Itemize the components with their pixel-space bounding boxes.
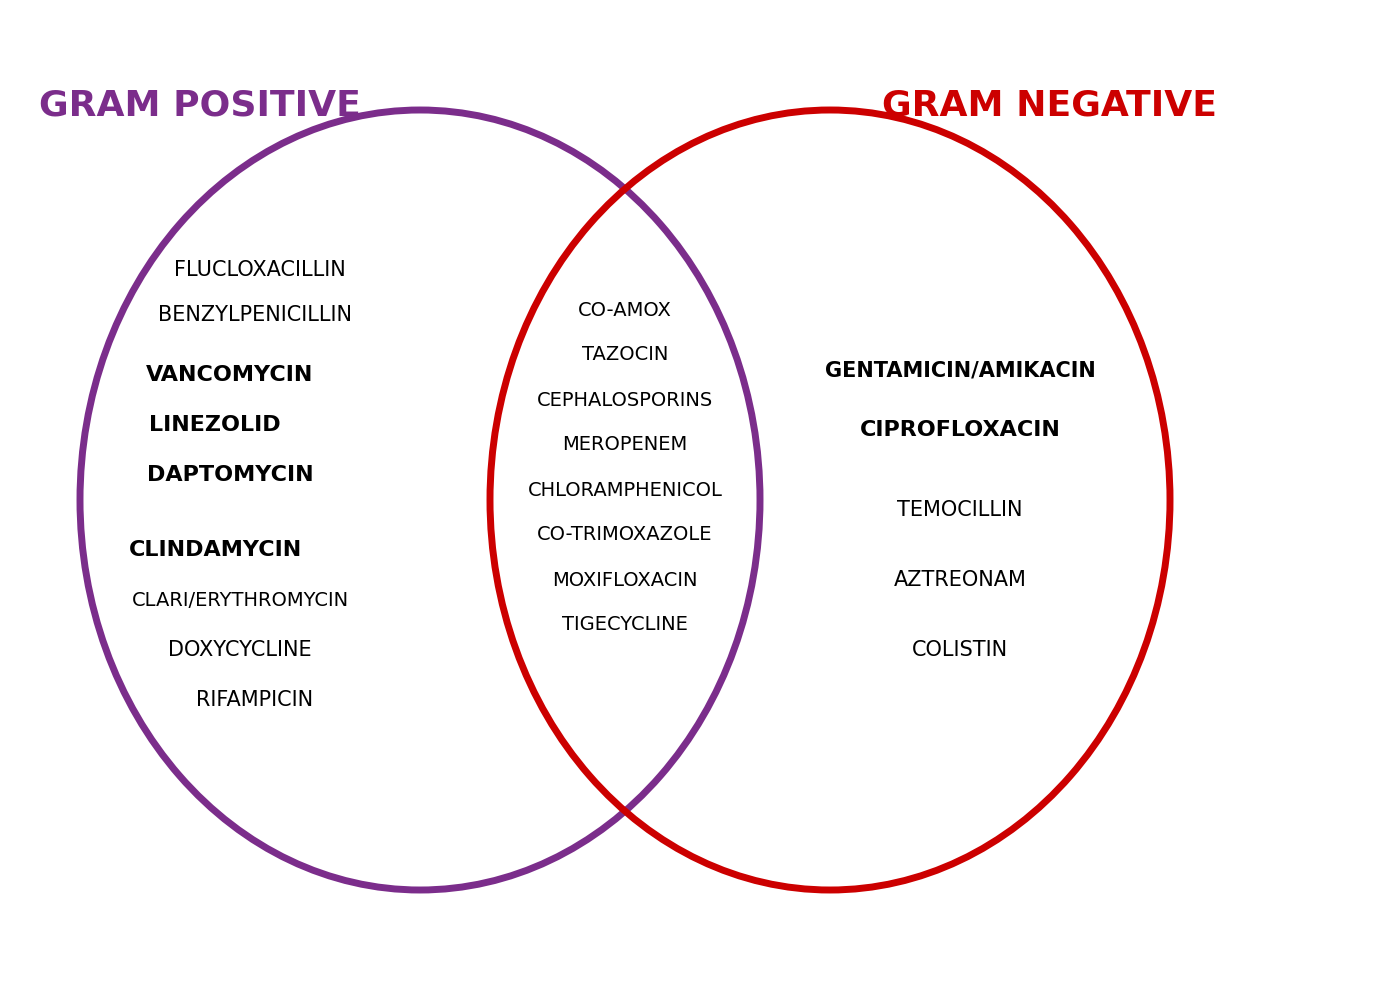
Text: TIGECYCLINE: TIGECYCLINE (561, 616, 687, 635)
Text: TAZOCIN: TAZOCIN (582, 346, 668, 364)
Text: DOXYCYCLINE: DOXYCYCLINE (168, 640, 312, 660)
Text: CLARI/ERYTHROMYCIN: CLARI/ERYTHROMYCIN (132, 590, 349, 610)
Text: CEPHALOSPORINS: CEPHALOSPORINS (536, 390, 713, 410)
Text: FLUCLOXACILLIN: FLUCLOXACILLIN (174, 260, 346, 280)
Text: RIFAMPICIN: RIFAMPICIN (196, 690, 314, 710)
Text: VANCOMYCIN: VANCOMYCIN (147, 365, 314, 385)
Text: BENZYLPENICILLIN: BENZYLPENICILLIN (158, 305, 351, 325)
Text: MEROPENEM: MEROPENEM (563, 436, 687, 454)
Text: CO-AMOX: CO-AMOX (578, 301, 672, 320)
Text: CLINDAMYCIN: CLINDAMYCIN (129, 540, 301, 560)
Text: CHLORAMPHENICOL: CHLORAMPHENICOL (528, 480, 722, 500)
Text: COLISTIN: COLISTIN (911, 640, 1008, 660)
Text: MOXIFLOXACIN: MOXIFLOXACIN (552, 570, 697, 589)
Text: CO-TRIMOXAZOLE: CO-TRIMOXAZOLE (538, 526, 713, 545)
Text: TEMOCILLIN: TEMOCILLIN (897, 500, 1023, 520)
Text: LINEZOLID: LINEZOLID (150, 415, 281, 435)
Text: GRAM POSITIVE: GRAM POSITIVE (39, 88, 361, 122)
Text: GENTAMICIN/AMIKACIN: GENTAMICIN/AMIKACIN (825, 360, 1095, 380)
Text: GRAM NEGATIVE: GRAM NEGATIVE (882, 88, 1218, 122)
Text: CIPROFLOXACIN: CIPROFLOXACIN (860, 420, 1060, 440)
Text: DAPTOMYCIN: DAPTOMYCIN (147, 465, 314, 485)
Text: AZTREONAM: AZTREONAM (893, 570, 1026, 590)
